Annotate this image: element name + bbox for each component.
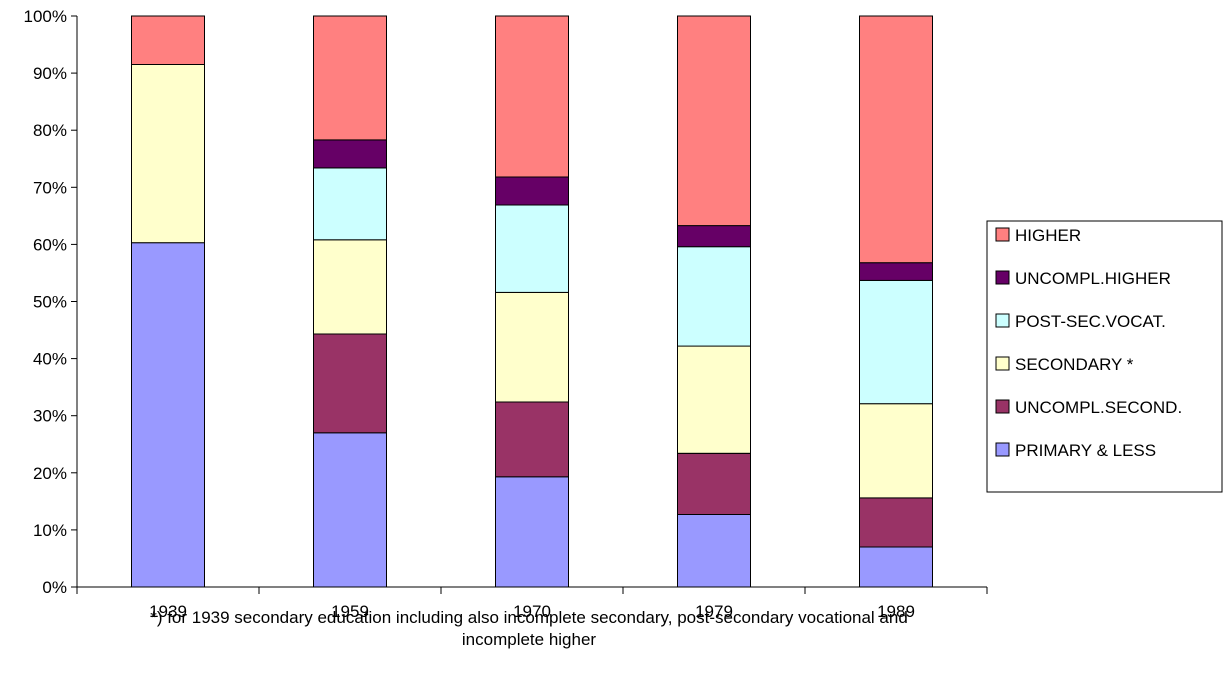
legend-label: PRIMARY & LESS [1015,441,1156,460]
bar-segment-1989-3 [860,280,933,403]
footnote-line-2: incomplete higher [462,630,597,649]
bar-segment-1939-5 [132,16,205,65]
bar-segment-1959-1 [314,334,387,433]
bar-segment-1979-2 [678,346,751,453]
bar-segment-1989-1 [860,498,933,547]
bar-segment-1970-3 [496,205,569,292]
legend-swatch [996,443,1009,456]
legend-swatch [996,228,1009,241]
y-tick-label: 70% [33,178,67,197]
legend-swatch [996,271,1009,284]
bar-segment-1970-5 [496,16,569,177]
y-tick-label: 20% [33,464,67,483]
bar-segment-1939-0 [132,243,205,587]
y-tick-label: 30% [33,407,67,426]
bar-segment-1989-4 [860,263,933,281]
bar-segment-1979-4 [678,226,751,247]
legend: HIGHER UNCOMPL.HIGHER POST-SEC.VOCAT. SECON… [987,221,1222,492]
y-tick-label: 0% [42,578,67,597]
legend-swatch [996,357,1009,370]
legend-label: UNCOMPL.SECOND. [1015,398,1182,417]
bar-segment-1979-1 [678,453,751,514]
legend-label: SECONDARY * [1015,355,1134,374]
legend-swatch [996,400,1009,413]
bar-segment-1979-3 [678,247,751,346]
y-tick-label: 60% [33,235,67,254]
bar-segment-1959-5 [314,16,387,140]
bar-segment-1989-2 [860,404,933,498]
footnote: *) for 1939 secondary education includin… [150,608,908,649]
legend-label: HIGHER [1015,226,1081,245]
bar-segment-1970-0 [496,477,569,587]
legend-label: POST-SEC.VOCAT. [1015,312,1166,331]
bar-segment-1959-3 [314,168,387,240]
bar-segment-1959-0 [314,433,387,587]
bar-segment-1959-4 [314,140,387,168]
y-tick-label: 10% [33,521,67,540]
y-tick-label: 40% [33,350,67,369]
bar-segment-1979-0 [678,515,751,588]
bar-segment-1989-0 [860,547,933,587]
bar-segment-1959-2 [314,240,387,334]
bar-segment-1979-5 [678,16,751,226]
y-tick-label: 50% [33,293,67,312]
footnote-line-1: *) for 1939 secondary education includin… [150,608,908,627]
y-tick-label: 90% [33,64,67,83]
legend-swatch [996,314,1009,327]
y-tick-label: 100% [24,7,67,26]
bar-segment-1970-2 [496,292,569,402]
y-tick-label: 80% [33,121,67,140]
bar-segment-1970-4 [496,177,569,205]
bar-segment-1939-2 [132,65,205,243]
bar-segment-1970-1 [496,402,569,477]
bar-segment-1989-5 [860,16,933,263]
bars [132,16,933,587]
legend-label: UNCOMPL.HIGHER [1015,269,1171,288]
